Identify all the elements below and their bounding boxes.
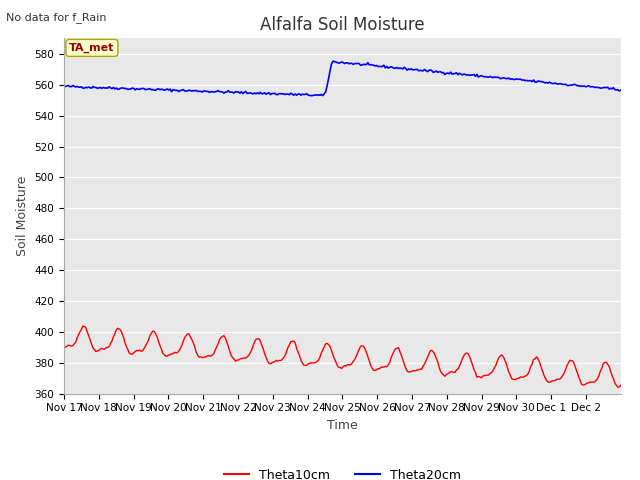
Theta10cm bbox=[98, 346, 106, 351]
Line: Theta10cm: Theta10cm bbox=[64, 326, 621, 387]
Theta20cm bbox=[616, 88, 623, 94]
Line: Theta20cm: Theta20cm bbox=[64, 61, 621, 96]
Y-axis label: Soil Moisture: Soil Moisture bbox=[16, 176, 29, 256]
Theta10cm bbox=[348, 361, 356, 367]
Title: Alfalfa Soil Moisture: Alfalfa Soil Moisture bbox=[260, 16, 425, 34]
Legend: Theta10cm, Theta20cm: Theta10cm, Theta20cm bbox=[219, 464, 466, 480]
Theta10cm bbox=[541, 375, 549, 381]
Theta20cm bbox=[617, 87, 625, 93]
Theta10cm bbox=[616, 384, 623, 390]
Text: TA_met: TA_met bbox=[69, 43, 115, 53]
X-axis label: Time: Time bbox=[327, 419, 358, 432]
Text: No data for f_Rain: No data for f_Rain bbox=[6, 12, 107, 23]
Theta10cm bbox=[60, 346, 68, 351]
Theta10cm bbox=[617, 383, 625, 388]
Theta20cm bbox=[79, 85, 87, 91]
Theta10cm bbox=[79, 323, 87, 329]
Theta20cm bbox=[319, 93, 326, 98]
Theta20cm bbox=[97, 84, 104, 90]
Theta20cm bbox=[60, 83, 68, 89]
Theta20cm bbox=[349, 61, 357, 67]
Theta20cm bbox=[460, 71, 468, 77]
Theta10cm bbox=[81, 324, 88, 329]
Theta10cm bbox=[614, 384, 621, 390]
Theta10cm bbox=[458, 356, 466, 362]
Theta20cm bbox=[543, 80, 550, 85]
Theta20cm bbox=[329, 59, 337, 64]
